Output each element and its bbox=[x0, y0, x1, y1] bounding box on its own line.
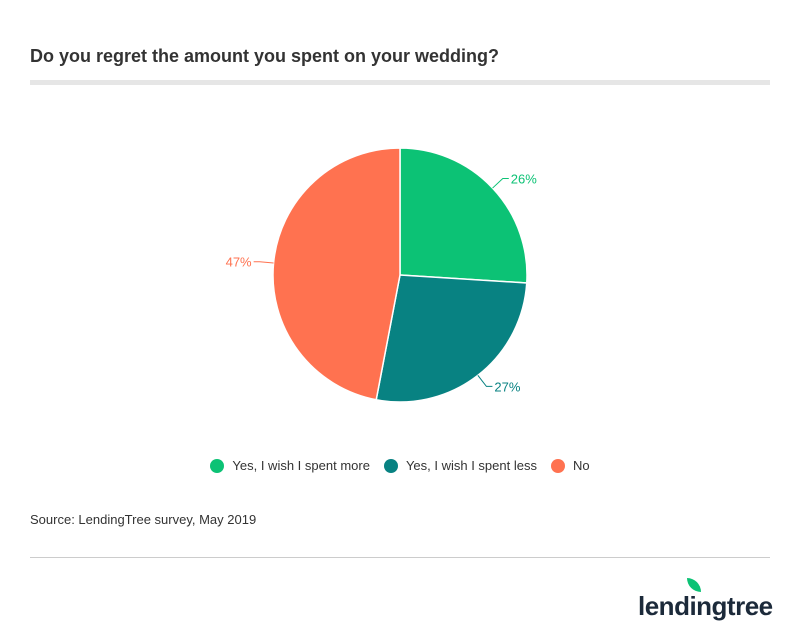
pie-slice bbox=[399, 147, 528, 284]
lendingtree-logo: lendingtree bbox=[638, 578, 773, 622]
logo-text: lendingtree bbox=[638, 591, 773, 621]
data-label: 27% bbox=[494, 379, 520, 394]
footer-divider bbox=[30, 557, 770, 558]
pie-slice bbox=[272, 147, 401, 401]
pie-slice bbox=[375, 274, 528, 403]
legend-item[interactable]: Yes, I wish I spent less bbox=[383, 458, 537, 473]
label-leader-line bbox=[492, 177, 509, 189]
legend-label: Yes, I wish I spent more bbox=[232, 458, 370, 473]
source-note: Source: LendingTree survey, May 2019 bbox=[30, 512, 257, 527]
leaf-icon bbox=[687, 578, 701, 592]
legend-swatch bbox=[550, 458, 565, 473]
legend-label: Yes, I wish I spent less bbox=[405, 458, 537, 473]
legend-item[interactable]: Yes, I wish I spent more bbox=[210, 458, 370, 473]
legend-item[interactable]: No bbox=[550, 458, 590, 473]
legend: Yes, I wish I spent more Yes, I wish I sp… bbox=[0, 458, 800, 473]
legend-swatch bbox=[210, 458, 225, 473]
label-leader-line bbox=[477, 375, 493, 387]
chart-title: Do you regret the amount you spent on yo… bbox=[30, 46, 500, 66]
legend-label: No bbox=[572, 458, 590, 473]
title-divider bbox=[30, 80, 770, 85]
data-label: 47% bbox=[226, 255, 252, 270]
data-label: 26% bbox=[511, 171, 537, 186]
legend-swatch bbox=[383, 458, 398, 473]
label-leader-line bbox=[253, 261, 274, 264]
